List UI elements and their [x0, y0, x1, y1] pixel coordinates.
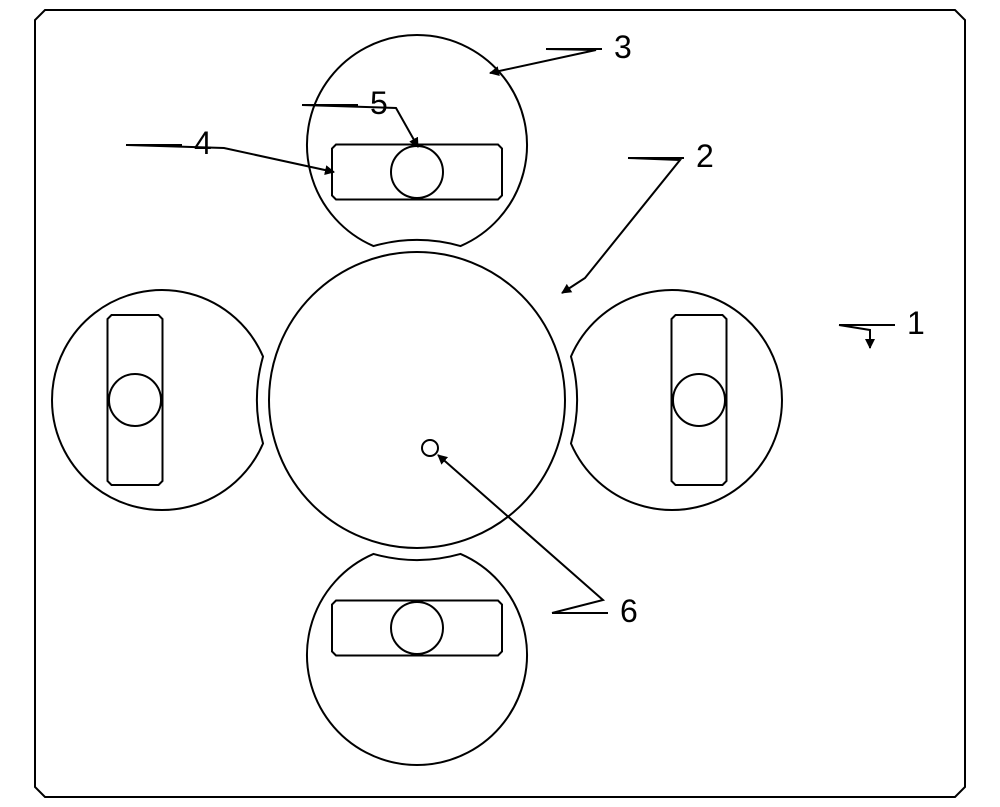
- label-3-leader: [490, 49, 596, 73]
- petal-right-hole-icon: [673, 374, 725, 426]
- label-2-leader: [562, 158, 680, 293]
- label-6-leader: [438, 455, 603, 613]
- petal-top-hole-icon: [391, 146, 443, 198]
- diagram-svg: 1 2 3 4 5 6: [0, 0, 1000, 807]
- label-4-text: 4: [194, 125, 212, 161]
- petal-top: [307, 35, 527, 246]
- label-5-leader: [302, 105, 418, 147]
- label-2-text: 2: [696, 138, 714, 174]
- petal-left: [52, 290, 263, 510]
- label-6-text: 6: [620, 593, 638, 629]
- label-4-leader: [126, 145, 334, 172]
- petal-bottom-slot: [332, 601, 502, 656]
- petal-right-slot: [672, 315, 727, 485]
- outer-frame: [35, 10, 965, 797]
- petal-left-slot: [108, 315, 163, 485]
- petal-bottom: [307, 554, 527, 765]
- petal-bottom-hole-icon: [391, 602, 443, 654]
- center-dot: [422, 440, 438, 456]
- label-3-text: 3: [614, 29, 632, 65]
- petal-left-hole-icon: [109, 374, 161, 426]
- label-5-text: 5: [370, 85, 388, 121]
- petal-right: [571, 290, 782, 510]
- label-1-text: 1: [907, 305, 925, 341]
- petal-top-slot: [332, 145, 502, 200]
- center-circle: [269, 252, 565, 548]
- label-1-leader: [839, 325, 870, 348]
